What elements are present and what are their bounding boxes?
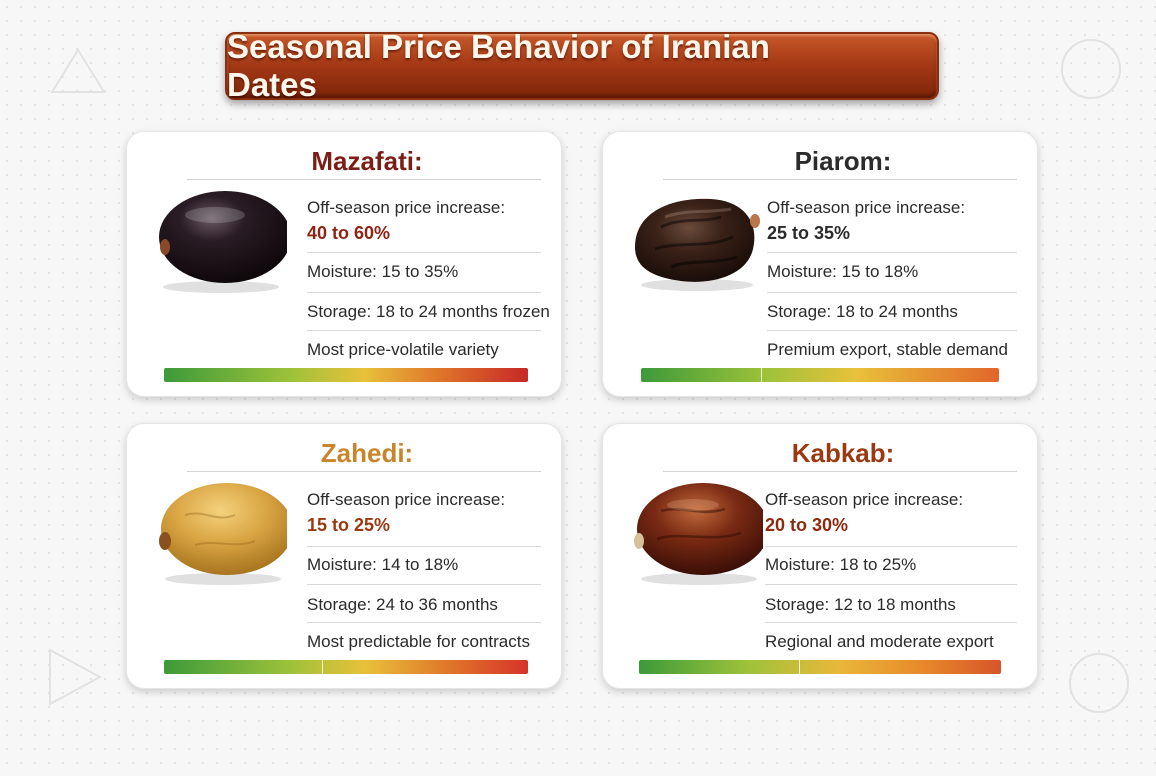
divider xyxy=(767,252,1017,253)
price-increase-value: 40 to 60% xyxy=(307,223,391,243)
variety-name: Mazafati: xyxy=(311,146,423,176)
note-text: Regional and moderate export xyxy=(765,632,994,651)
storage-text: Storage: 18 to 24 months xyxy=(767,302,958,321)
divider xyxy=(307,252,541,253)
storage-text: Storage: 18 to 24 months frozen xyxy=(307,302,550,321)
bar-divider xyxy=(799,660,800,674)
price-increase-label: Off-season price increase: xyxy=(765,490,964,509)
divider xyxy=(187,179,541,180)
divider xyxy=(307,546,541,547)
divider xyxy=(767,330,1017,331)
variety-card-zahedi: Zahedi: Off-season price increase: 15 to… xyxy=(126,423,562,689)
price-increase-value: 15 to 25% xyxy=(307,515,391,535)
moisture-text: Moisture: 15 to 18% xyxy=(767,262,919,281)
price-increase-value: 25 to 35% xyxy=(767,223,851,243)
circle-decoration-icon xyxy=(1061,39,1121,99)
mazafati-date-image xyxy=(159,191,287,293)
price-increase-label: Off-season price increase: xyxy=(767,198,966,217)
divider xyxy=(307,622,541,623)
note-text: Most predictable for contracts xyxy=(307,632,530,651)
note-text: Premium export, stable demand xyxy=(767,340,1008,359)
zahedi-date-image xyxy=(159,483,287,585)
price-volatility-bar xyxy=(639,660,1001,674)
variety-name: Zahedi: xyxy=(320,438,414,468)
bar-divider xyxy=(322,660,323,674)
divider xyxy=(187,471,541,472)
divider xyxy=(663,471,1017,472)
title-banner: Seasonal Price Behavior of Iranian Dates xyxy=(225,28,939,103)
divider xyxy=(663,179,1017,180)
piarom-date-image xyxy=(635,198,760,291)
divider xyxy=(765,622,1017,623)
play-decoration-icon xyxy=(49,648,103,706)
price-increase-value: 20 to 30% xyxy=(765,515,849,535)
divider xyxy=(765,584,1017,585)
storage-text: Storage: 12 to 18 months xyxy=(765,595,956,614)
divider xyxy=(307,292,541,293)
variety-name: Piarom: xyxy=(794,146,892,176)
storage-text: Storage: 24 to 36 months xyxy=(307,595,498,614)
divider xyxy=(307,330,541,331)
triangle-decoration-icon xyxy=(50,48,106,93)
price-volatility-bar xyxy=(164,660,528,674)
moisture-text: Moisture: 14 to 18% xyxy=(307,555,459,574)
price-volatility-bar xyxy=(164,368,528,382)
page-title: Seasonal Price Behavior of Iranian Dates xyxy=(227,28,770,103)
variety-card-mazafati: Mazafati: Off-season price increase: 40 … xyxy=(126,131,562,397)
divider xyxy=(767,292,1017,293)
variety-card-kabkab: Kabkab: Off-season price increase: 20 to… xyxy=(602,423,1038,689)
price-increase-label: Off-season price increase: xyxy=(307,198,506,217)
kabkab-date-image xyxy=(634,483,763,585)
variety-name: Kabkab: xyxy=(791,438,895,468)
note-text: Most price-volatile variety xyxy=(307,340,499,359)
price-increase-label: Off-season price increase: xyxy=(307,490,506,509)
divider xyxy=(765,546,1017,547)
circle-decoration-icon xyxy=(1069,653,1129,713)
moisture-text: Moisture: 18 to 25% xyxy=(765,555,917,574)
moisture-text: Moisture: 15 to 35% xyxy=(307,262,459,281)
price-volatility-bar xyxy=(641,368,999,382)
divider xyxy=(307,584,541,585)
bar-divider xyxy=(761,368,762,382)
variety-card-piarom: Piarom: Off-season price increase: 25 to… xyxy=(602,131,1038,397)
